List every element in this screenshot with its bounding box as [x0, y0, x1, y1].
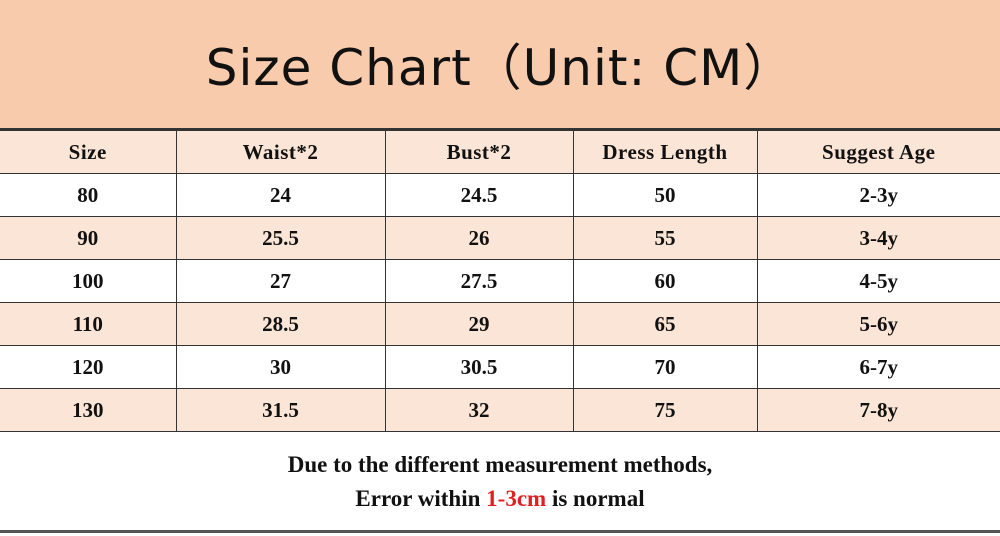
table-cell: 80 — [0, 173, 177, 217]
table-cell: 24.5 — [384, 173, 574, 217]
measurement-note: Due to the different measurement methods… — [0, 433, 1000, 533]
table-cell: 27 — [175, 259, 386, 303]
error-range-highlight: 1-3cm — [486, 485, 547, 511]
table-cell: 28.5 — [175, 302, 386, 346]
table-cell: 31.5 — [175, 388, 386, 432]
table-row: 120 30 30.5 70 6-7y — [0, 345, 1000, 389]
table-cell: 120 — [0, 345, 177, 389]
table-cell: 110 — [0, 302, 177, 346]
table-cell: 130 — [0, 388, 177, 432]
table-cell: 3-4y — [756, 216, 1000, 260]
table-cell: 7-8y — [756, 388, 1000, 432]
table-row: 130 31.5 32 75 7-8y — [0, 388, 1000, 432]
table-cell: 60 — [572, 259, 758, 303]
column-header: Dress Length — [572, 130, 758, 174]
table-row: 90 25.5 26 55 3-4y — [0, 216, 1000, 260]
table-cell: 30.5 — [384, 345, 574, 389]
table-row: 80 24 24.5 50 2-3y — [0, 173, 1000, 217]
table-cell: 6-7y — [756, 345, 1000, 389]
column-header: Suggest Age — [756, 130, 1000, 174]
table-cell: 90 — [0, 216, 177, 260]
table-cell: 75 — [572, 388, 758, 432]
table-cell: 29 — [384, 302, 574, 346]
table-cell: 32 — [384, 388, 574, 432]
page-title: Size Chart（Unit: CM） — [0, 0, 1000, 130]
table-cell: 2-3y — [756, 173, 1000, 217]
table-cell: 65 — [572, 302, 758, 346]
note-prefix: Error within — [355, 485, 487, 511]
note-line-1: Due to the different measurement methods… — [287, 451, 713, 477]
note-suffix: is normal — [546, 485, 645, 511]
column-header: Waist*2 — [175, 130, 386, 174]
size-table: Size Waist*2 Bust*2 Dress Length Suggest Age… — [0, 130, 1000, 432]
table-cell: 70 — [572, 345, 758, 389]
table-cell: 100 — [0, 259, 177, 303]
table-cell: 50 — [572, 173, 758, 217]
table-row: 100 27 27.5 60 4-5y — [0, 259, 1000, 303]
table-cell: 5-6y — [756, 302, 1000, 346]
table-cell: 27.5 — [384, 259, 574, 303]
column-header: Bust*2 — [384, 130, 574, 174]
column-header: Size — [0, 130, 177, 174]
table-header: Size Waist*2 Bust*2 Dress Length Suggest Age — [0, 130, 1000, 174]
table-cell: 26 — [384, 216, 574, 260]
table-cell: 55 — [572, 216, 758, 260]
note-line-2: Error within 1-3cm is normal — [355, 482, 644, 516]
table-cell: 24 — [175, 173, 386, 217]
table-row: 110 28.5 29 65 5-6y — [0, 302, 1000, 346]
table-cell: 30 — [175, 345, 386, 389]
table-cell: 4-5y — [756, 259, 1000, 303]
table-cell: 25.5 — [175, 216, 386, 260]
